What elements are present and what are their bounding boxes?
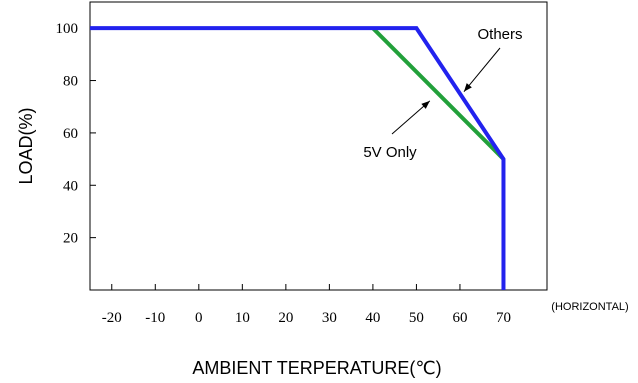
x-tick-label: 70	[496, 310, 511, 326]
y-tick-label: 20	[63, 231, 78, 247]
x-tick-label: 30	[322, 310, 337, 326]
y-tick-label: 100	[56, 21, 79, 37]
series-line-others	[90, 26, 506, 290]
x-tick-label: 60	[452, 310, 467, 326]
y-tick-label: 60	[63, 126, 78, 142]
x-tick-label: -20	[102, 310, 122, 326]
series-layer	[90, 26, 506, 290]
annotation-layer: Others 5V Only	[363, 26, 522, 161]
x-axis-label: AMBIENT TERPERATURE(℃)	[192, 358, 441, 378]
annotation-arrow-5v-only	[391, 100, 431, 135]
y-tick-label: 80	[63, 74, 78, 90]
y-axis-label: LOAD(%)	[16, 107, 36, 184]
x-tick-label: -10	[145, 310, 165, 326]
annotation-arrow-others	[463, 47, 501, 92]
x-axis-note: (HORIZONTAL)	[551, 301, 628, 313]
y-tick-label: 40	[63, 178, 78, 194]
x-tick-label: 10	[235, 310, 250, 326]
x-axis: -20 -10 0 10 20 30 40 50 60 70	[102, 284, 511, 326]
x-tick-label: 40	[365, 310, 380, 326]
annotation-others: Others	[477, 26, 522, 43]
x-tick-label: 50	[409, 310, 424, 326]
annotation-5v-only: 5V Only	[363, 144, 417, 161]
x-tick-label: 20	[278, 310, 293, 326]
x-tick-label: 0	[195, 310, 203, 326]
series-line-5v-only	[371, 26, 505, 161]
plot-frame	[89, 1, 548, 291]
